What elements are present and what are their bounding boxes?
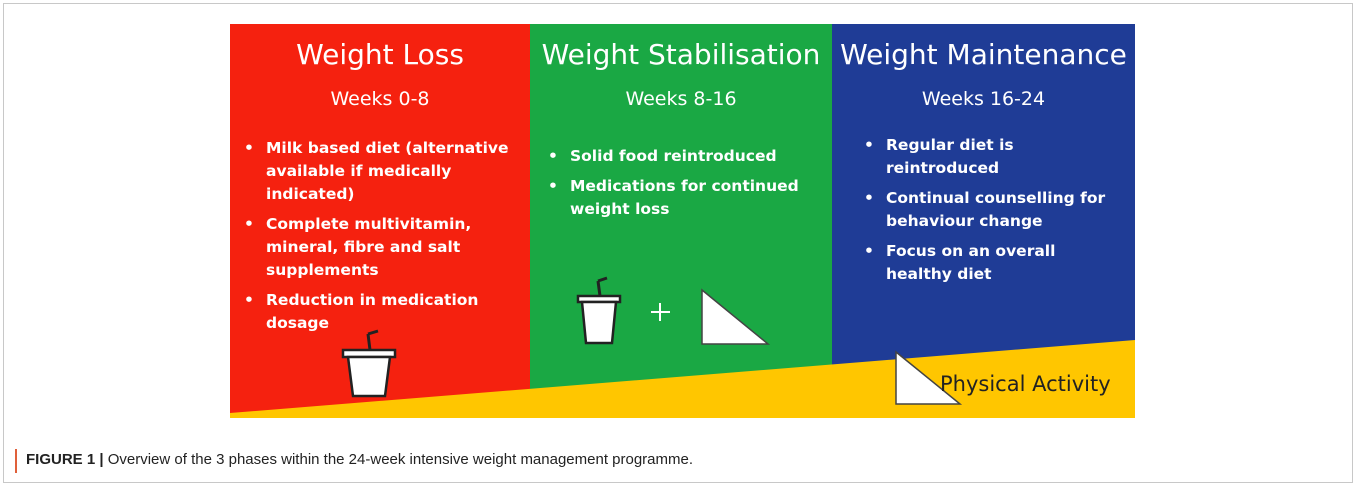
caption-label: FIGURE 1 | <box>26 451 104 468</box>
bullet: Milk based diet (alternative available i… <box>240 137 522 206</box>
cup-icon <box>576 276 622 345</box>
triangle-icon <box>701 288 771 345</box>
phase-title: Weight Stabilisation <box>541 38 821 71</box>
bullet: Focus on an overall healthy diet <box>860 240 1110 286</box>
bullet: Regular diet is reintroduced <box>860 134 1110 180</box>
green-panel <box>530 24 832 418</box>
bullet-list: Solid food reintroduced Medications for … <box>544 145 824 228</box>
activity-label: Physical Activity <box>940 372 1111 396</box>
caption: FIGURE 1 | Overview of the 3 phases with… <box>26 451 693 468</box>
phase-panel: Weight Maintenance Weeks 16-24 Regular d… <box>832 24 1135 418</box>
figure-frame <box>3 3 1353 483</box>
bullet: Continual counselling for behaviour chan… <box>860 187 1110 233</box>
phase-weeks: Weeks 0-8 <box>330 88 430 110</box>
bullet-list: Regular diet is reintroduced Continual c… <box>860 134 1110 293</box>
bullet-list: Milk based diet (alternative available i… <box>240 137 522 342</box>
phase-title: Weight Loss <box>296 38 464 71</box>
phase-title: Weight Maintenance <box>840 38 1127 71</box>
phase-weeks: Weeks 16-24 <box>921 88 1046 110</box>
bullet: Complete multivitamin, mineral, fibre an… <box>240 213 522 282</box>
triangle-icon <box>895 350 963 405</box>
bullet: Solid food reintroduced <box>544 145 824 168</box>
plus-icon <box>651 303 670 321</box>
bullet: Reduction in medication dosage <box>240 289 522 335</box>
bullet: Medications for continued weight loss <box>544 175 824 221</box>
caption-text: Overview of the 3 phases within the 24-w… <box>107 451 694 468</box>
phase-panel: Weight Stabilisation Weeks 8-16 Solid fo… <box>530 24 832 418</box>
phase-weeks: Weeks 8-16 <box>625 88 737 110</box>
caption-bar <box>15 449 17 473</box>
phase-panel: Weight Loss Weeks 0-8 Milk based diet (a… <box>230 24 530 418</box>
